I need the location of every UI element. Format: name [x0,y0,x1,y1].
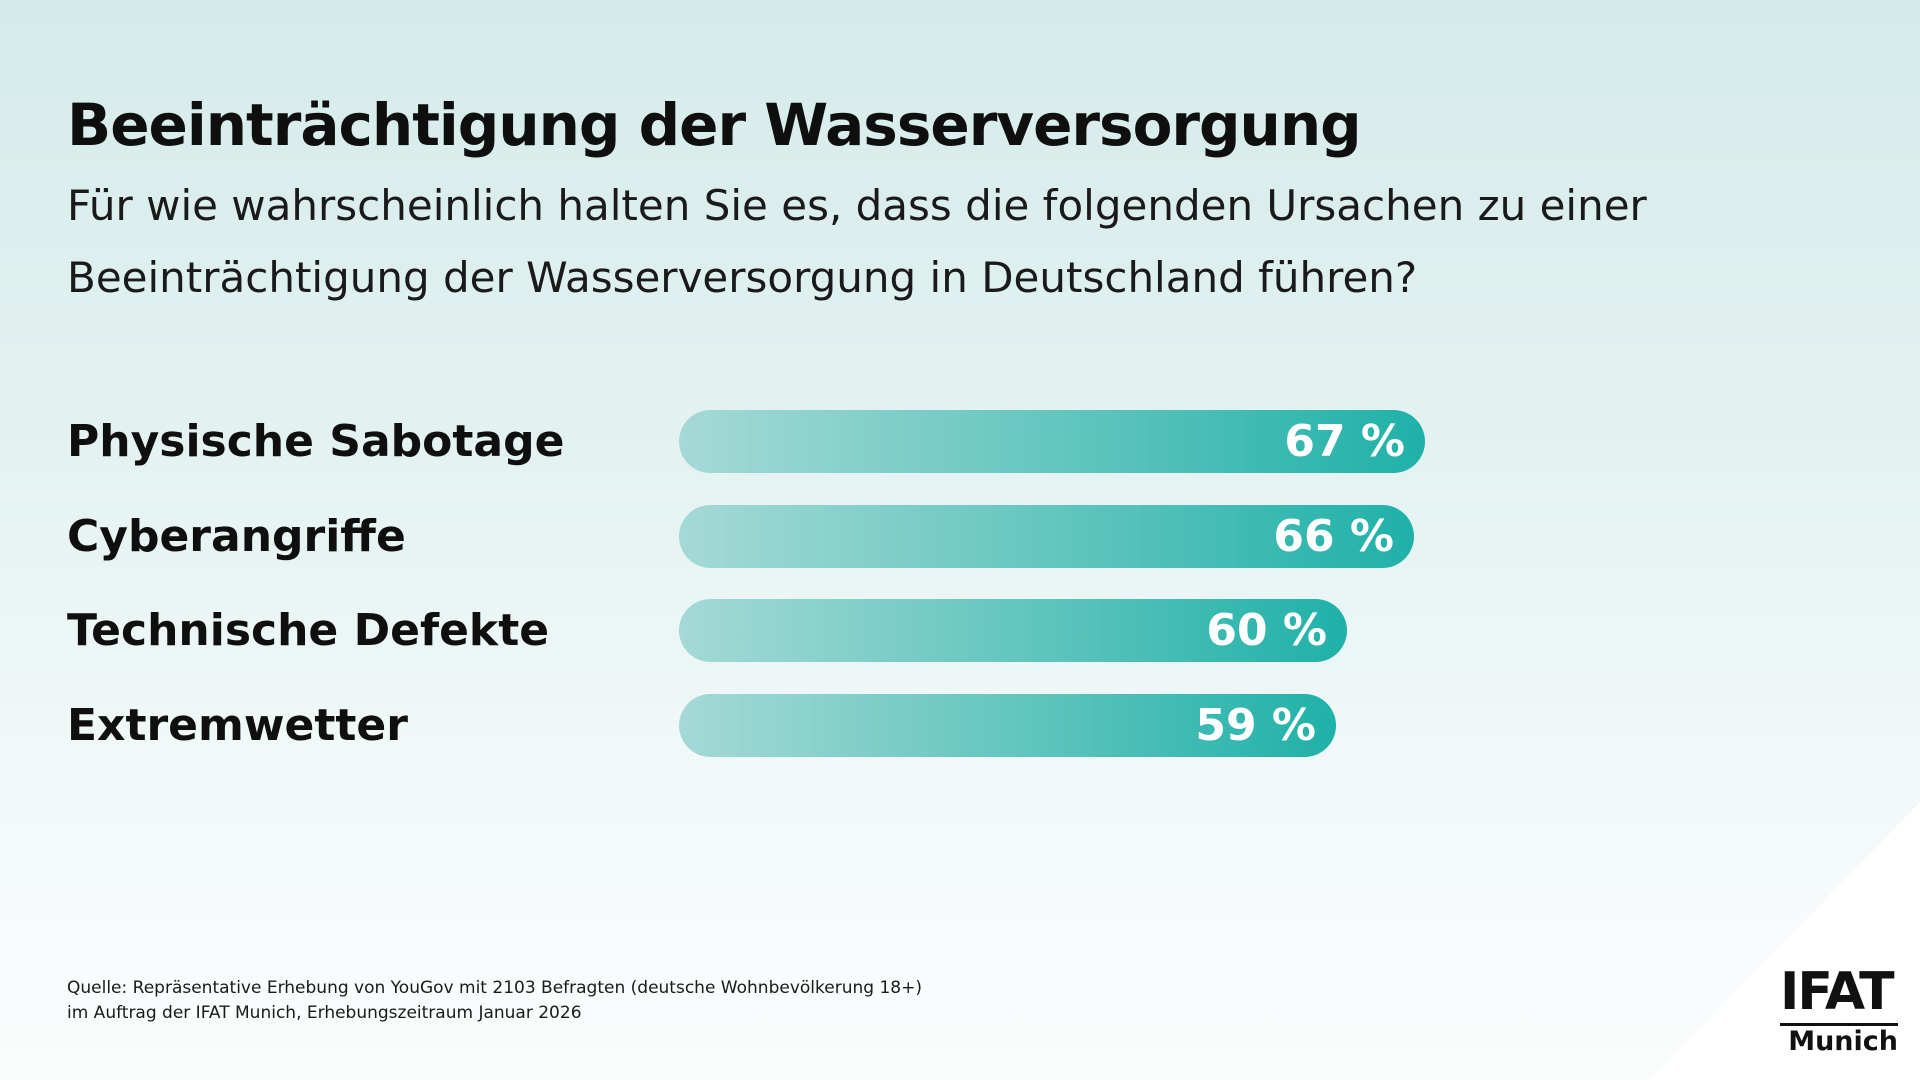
bar-value-label: 66 % [1273,511,1394,562]
bar: 67 % [679,410,1425,473]
bar-value-label: 60 % [1206,605,1327,656]
category-label: Cyberangriffe [67,511,406,562]
category-label: Physische Sabotage [67,416,565,467]
source-note: Quelle: Repräsentative Erhebung von YouG… [67,976,922,1026]
bar: 59 % [679,694,1336,757]
category-label: Technische Defekte [67,605,550,656]
subtitle-line-2: Beeinträchtigung der Wasserversorgung in… [67,253,1418,302]
subtitle-line-1: Für wie wahrscheinlich halten Sie es, da… [67,181,1647,230]
bar-value-label: 67 % [1284,416,1405,467]
bar: 60 % [679,599,1347,662]
bar: 66 % [679,505,1414,568]
ifat-munich-logo: IFAT Munich [1780,966,1900,1058]
category-label: Extremwetter [67,700,408,751]
chart-title: Beeinträchtigung der Wasserversorgung [67,91,1362,159]
source-line-1: Quelle: Repräsentative Erhebung von YouG… [67,978,922,998]
logo-city: Munich [1788,1026,1898,1057]
chart-subtitle: Für wie wahrscheinlich halten Sie es, da… [67,170,1767,314]
logo-divider [1780,1023,1898,1026]
source-line-2: im Auftrag der IFAT Munich, Erhebungszei… [67,1003,582,1023]
bar-value-label: 59 % [1195,700,1316,751]
logo-wordmark: IFAT [1780,962,1895,1022]
